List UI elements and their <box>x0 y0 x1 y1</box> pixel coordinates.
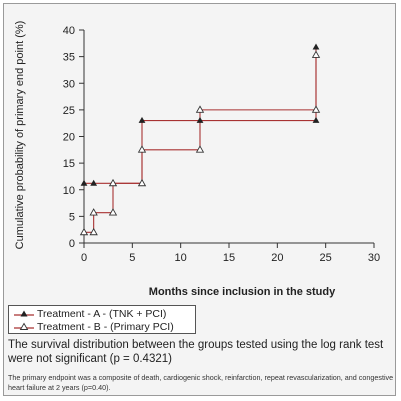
series-a-marker <box>80 179 88 186</box>
legend-item-series-b: Treatment - B - (Primary PCI) <box>13 320 174 333</box>
series-b-marker <box>108 178 118 187</box>
series-b-marker <box>195 105 205 113</box>
series-a-marker <box>312 43 320 50</box>
series-a-marker <box>90 179 98 186</box>
legend: Treatment - A - (TNK + PCI) Treatment - … <box>8 305 196 334</box>
x-tick-label: 5 <box>129 252 135 264</box>
series-b-marker <box>311 50 321 58</box>
y-tick-label: 30 <box>63 78 75 90</box>
x-tick-label: 25 <box>320 252 332 264</box>
y-axis-title: Cumulative probability of primary end po… <box>14 21 26 250</box>
x-tick-label: 15 <box>223 252 235 264</box>
series-a-marker <box>312 116 320 123</box>
x-tick-label: 10 <box>175 252 187 264</box>
legend-item-series-a: Treatment - A - (TNK + PCI) <box>13 307 166 320</box>
x-tick-label: 0 <box>81 252 87 264</box>
caption: The survival distribution between the gr… <box>8 339 384 365</box>
x-axis-title: Months since inclusion in the study <box>149 286 336 298</box>
y-tick-label: 25 <box>63 105 75 117</box>
series-layer <box>79 43 321 236</box>
filled-triangle-line-icon <box>14 310 34 316</box>
y-tick-label: 15 <box>63 158 75 170</box>
series-b-marker <box>89 208 98 216</box>
y-tick-label: 0 <box>69 238 75 250</box>
series-b-marker <box>137 178 147 187</box>
open-triangle-line-icon <box>14 322 34 330</box>
x-tick-label: 20 <box>271 252 283 264</box>
series-a-marker <box>196 116 204 123</box>
y-tick-label: 35 <box>63 52 75 64</box>
series-b-marker <box>137 145 147 153</box>
series-b-marker <box>311 105 321 113</box>
y-tick-label: 10 <box>63 185 75 197</box>
legend-label-series-b: Treatment - B - (Primary PCI) <box>37 320 174 333</box>
series-b-line <box>84 55 317 233</box>
series-b-marker <box>195 145 205 153</box>
legend-label-series-a: Treatment - A - (TNK + PCI) <box>37 307 167 320</box>
x-tick-label: 30 <box>368 252 380 264</box>
y-tick-label: 20 <box>63 132 75 144</box>
series-b-marker <box>108 208 118 216</box>
series-b-marker <box>79 227 89 236</box>
footnote: The primary endpoint was a composite of … <box>8 373 394 392</box>
y-tick-label: 40 <box>63 25 75 37</box>
y-tick-label: 5 <box>69 211 75 223</box>
series-b-marker <box>89 227 98 236</box>
axes: 0 5 10 15 20 25 30 35 40 0 5 10 15 20 25 30 <box>63 25 380 264</box>
series-a-marker <box>138 116 146 123</box>
